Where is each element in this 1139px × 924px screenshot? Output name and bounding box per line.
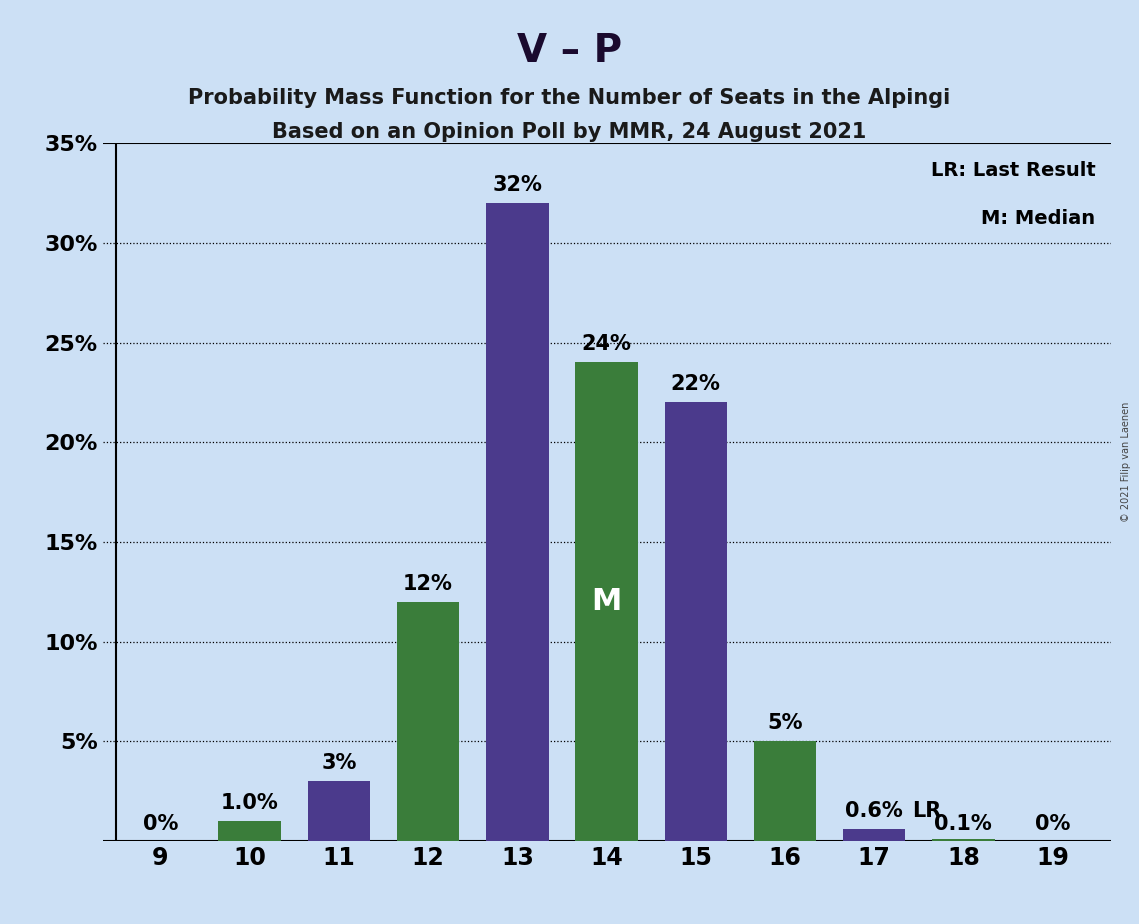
Bar bbox=[575, 362, 638, 841]
Text: V – P: V – P bbox=[517, 32, 622, 70]
Bar bbox=[396, 602, 459, 841]
Text: LR: Last Result: LR: Last Result bbox=[931, 161, 1096, 179]
Bar bbox=[843, 829, 906, 841]
Text: Based on an Opinion Poll by MMR, 24 August 2021: Based on an Opinion Poll by MMR, 24 Augu… bbox=[272, 122, 867, 142]
Text: 22%: 22% bbox=[671, 374, 721, 395]
Text: 0.1%: 0.1% bbox=[934, 814, 992, 833]
Text: 24%: 24% bbox=[582, 334, 631, 355]
Text: 32%: 32% bbox=[492, 175, 542, 195]
Text: 0%: 0% bbox=[1035, 814, 1071, 833]
Text: 0.6%: 0.6% bbox=[845, 801, 903, 821]
Text: 12%: 12% bbox=[403, 574, 453, 594]
Text: M: M bbox=[591, 587, 622, 616]
Text: LR: LR bbox=[912, 801, 942, 821]
Text: 5%: 5% bbox=[768, 713, 803, 734]
Text: © 2021 Filip van Laenen: © 2021 Filip van Laenen bbox=[1121, 402, 1131, 522]
Text: 1.0%: 1.0% bbox=[221, 793, 279, 813]
Bar bbox=[754, 741, 817, 841]
Bar bbox=[932, 839, 994, 841]
Text: 0%: 0% bbox=[142, 814, 178, 833]
Text: 3%: 3% bbox=[321, 753, 357, 773]
Bar bbox=[664, 402, 727, 841]
Bar bbox=[219, 821, 281, 841]
Bar bbox=[486, 203, 549, 841]
Bar bbox=[308, 781, 370, 841]
Text: Probability Mass Function for the Number of Seats in the Alpingi: Probability Mass Function for the Number… bbox=[188, 88, 951, 108]
Text: M: Median: M: Median bbox=[982, 210, 1096, 228]
